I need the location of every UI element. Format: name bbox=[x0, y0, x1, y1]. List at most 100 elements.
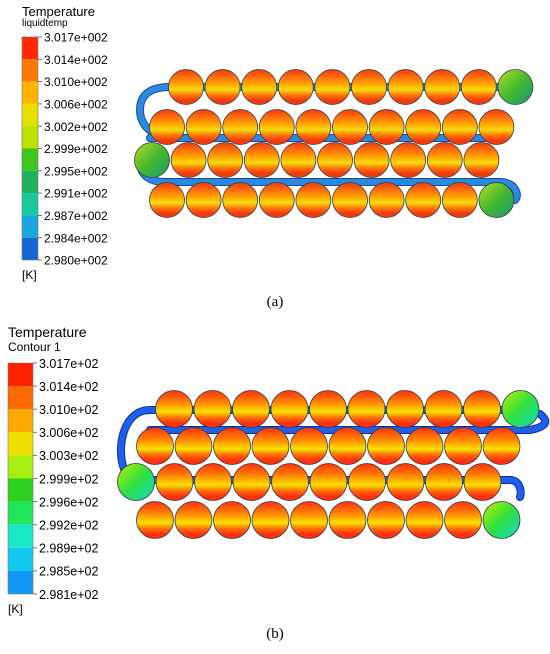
battery-cell bbox=[460, 69, 497, 105]
legend-swatch bbox=[8, 455, 33, 479]
battery-cell bbox=[478, 109, 515, 145]
legend-tick-label: 2.995e+002 bbox=[44, 164, 108, 178]
legend-tick-label: 2.999e+02 bbox=[39, 472, 98, 486]
battery-cell bbox=[174, 501, 213, 539]
cell-cooled bbox=[478, 182, 515, 218]
battery-cell bbox=[271, 463, 309, 501]
legend-tick-label: 2.999e+002 bbox=[44, 142, 108, 156]
battery-cell bbox=[251, 427, 290, 465]
legend-swatch bbox=[22, 81, 38, 104]
cell-cooled bbox=[117, 463, 155, 501]
battery-cell bbox=[405, 501, 444, 539]
battery-cell bbox=[290, 501, 328, 539]
legend-swatch bbox=[22, 170, 38, 194]
battery-cell bbox=[332, 109, 368, 145]
battery-cell bbox=[258, 182, 295, 218]
battery-cell bbox=[170, 142, 207, 178]
battery-cell bbox=[222, 109, 259, 145]
battery-cell bbox=[463, 390, 501, 428]
battery-cell bbox=[136, 427, 174, 465]
legend-tick-label: 2.980e+002 bbox=[44, 254, 108, 268]
legend-b-title: Temperature bbox=[8, 324, 87, 340]
legend-swatch bbox=[22, 37, 38, 60]
legend-tick-label: 3.002e+002 bbox=[44, 120, 108, 134]
battery-cell bbox=[353, 142, 390, 178]
battery-cell bbox=[347, 390, 386, 428]
legend-swatch bbox=[8, 386, 33, 410]
battery-cell bbox=[185, 109, 222, 145]
legend-tick-label: 2.996e+02 bbox=[39, 495, 98, 509]
battery-cell bbox=[348, 463, 386, 501]
contour-plot-a bbox=[134, 69, 534, 218]
legend-tick-label: 2.991e+002 bbox=[44, 187, 108, 201]
battery-cell bbox=[136, 501, 174, 539]
battery-cell bbox=[174, 427, 213, 465]
battery-cell bbox=[193, 390, 232, 428]
battery-cell bbox=[295, 109, 332, 145]
cell-cooled bbox=[482, 501, 521, 539]
battery-cell bbox=[155, 463, 194, 501]
battery-cell bbox=[367, 427, 405, 465]
battery-cell bbox=[213, 501, 251, 539]
battery-cell bbox=[424, 69, 461, 105]
battery-cell bbox=[149, 182, 185, 218]
legend-tick-label: 2.987e+002 bbox=[44, 209, 108, 223]
legend-b-colorbar: 3.017e+02 3.014e+02 3.010e+02 3.006e+02 3.00… bbox=[7, 357, 98, 602]
legend-tick-label: 3.006e+02 bbox=[39, 426, 98, 440]
legend-a-subtitle: liquidtemp bbox=[22, 18, 68, 29]
battery-cell bbox=[390, 142, 427, 178]
battery-cell bbox=[241, 69, 278, 105]
battery-cell bbox=[367, 501, 405, 539]
battery-cell bbox=[185, 182, 222, 218]
battery-cell bbox=[309, 390, 347, 428]
battery-cell bbox=[463, 463, 502, 501]
battery-cell bbox=[168, 69, 204, 105]
battery-cell bbox=[314, 69, 351, 105]
contour-plot-b bbox=[117, 390, 550, 539]
legend-tick-label: 3.017e+02 bbox=[39, 357, 98, 371]
battery-cell bbox=[194, 463, 232, 501]
legend-swatch bbox=[22, 126, 38, 149]
battery-cell bbox=[405, 182, 442, 218]
battery-cell bbox=[280, 142, 317, 178]
legend-swatch bbox=[22, 237, 38, 260]
battery-cell bbox=[155, 390, 193, 428]
battery-cell bbox=[204, 69, 241, 105]
battery-cell bbox=[149, 109, 185, 145]
battery-cell bbox=[405, 109, 442, 145]
battery-cell bbox=[332, 182, 368, 218]
legend-tick-label: 2.981e+02 bbox=[39, 588, 98, 602]
legend-tick-label: 2.985e+02 bbox=[39, 565, 98, 579]
legend-swatch bbox=[22, 215, 38, 238]
battery-cell bbox=[295, 182, 332, 218]
legend-a-unit: [K] bbox=[22, 268, 37, 282]
battery-cell bbox=[387, 69, 424, 105]
battery-cell bbox=[441, 182, 478, 218]
battery-cell bbox=[351, 69, 387, 105]
legend-a-colorbar: 3.017e+002 3.014e+002 3.010e+002 3.006e+002… bbox=[21, 31, 108, 268]
legend-swatch bbox=[8, 409, 33, 433]
battery-cell bbox=[441, 109, 478, 145]
battery-cell bbox=[258, 109, 295, 145]
battery-cell bbox=[222, 182, 259, 218]
battery-cell bbox=[482, 427, 521, 465]
battery-cell bbox=[270, 390, 309, 428]
battery-cell bbox=[328, 427, 367, 465]
battery-cell bbox=[386, 390, 424, 428]
caption-a: (a) bbox=[266, 294, 284, 310]
battery-cell bbox=[405, 427, 444, 465]
battery-cell bbox=[207, 142, 244, 178]
battery-cell bbox=[290, 427, 328, 465]
figure-a: Temperature liquidtemp 3.017e+002 3.014e+… bbox=[0, 0, 550, 320]
legend-tick-label: 3.014e+002 bbox=[44, 53, 108, 67]
legend-tick-label: 2.989e+02 bbox=[39, 542, 98, 556]
battery-cell bbox=[243, 142, 280, 178]
legend-tick-label: 3.014e+02 bbox=[39, 380, 98, 394]
battery-cell bbox=[444, 427, 482, 465]
figure-b: Temperature Contour 1 3.017e+02 3.014e+02… bbox=[0, 322, 550, 654]
legend-swatch bbox=[8, 501, 33, 525]
legend-swatch bbox=[8, 478, 33, 502]
battery-cell bbox=[317, 142, 353, 178]
legend-tick-label: 3.010e+02 bbox=[39, 403, 98, 417]
legend-swatch bbox=[8, 524, 33, 548]
